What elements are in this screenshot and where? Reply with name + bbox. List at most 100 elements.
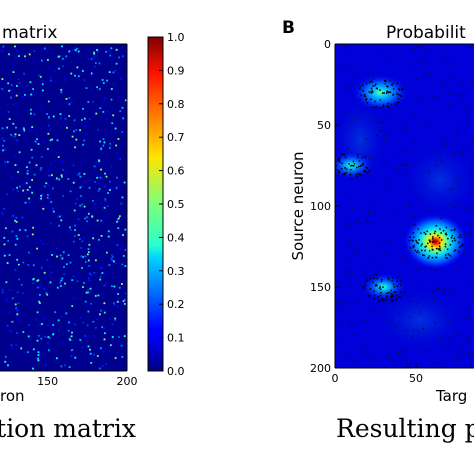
matrix-point — [68, 115, 71, 117]
matrix-point — [123, 335, 126, 337]
matrix-point — [69, 229, 72, 231]
connection-dot — [367, 294, 370, 296]
matrix-point — [73, 130, 75, 133]
matrix-point — [57, 156, 60, 158]
matrix-point — [12, 103, 15, 106]
matrix-point — [100, 247, 103, 250]
matrix-point — [47, 148, 49, 150]
connection-dot — [426, 63, 428, 65]
connection-dot — [369, 277, 372, 280]
matrix-point — [32, 282, 35, 284]
connection-dot — [396, 101, 399, 104]
matrix-point — [31, 191, 33, 194]
connection-dot — [372, 302, 374, 305]
matrix-point — [24, 55, 26, 58]
connection-dot — [335, 164, 337, 167]
matrix-point — [39, 105, 42, 108]
x-tick-label: 50 — [409, 372, 423, 385]
connection-dot — [412, 232, 414, 234]
matrix-point — [118, 336, 120, 338]
connection-dot — [412, 240, 414, 242]
matrix-point — [26, 172, 29, 175]
connection-dot — [454, 345, 456, 347]
matrix-point — [68, 321, 70, 324]
matrix-point — [102, 138, 105, 140]
matrix-point — [51, 254, 53, 256]
connection-dot — [396, 82, 399, 85]
matrix-point — [39, 168, 42, 171]
matrix-point — [120, 77, 122, 80]
matrix-point — [115, 144, 118, 147]
connection-dot — [468, 352, 470, 354]
connection-dot — [421, 243, 423, 245]
connection-dot — [340, 306, 342, 308]
matrix-point — [52, 324, 55, 326]
connection-dot — [449, 292, 452, 294]
connection-dot — [371, 358, 373, 360]
matrix-point — [35, 318, 37, 321]
matrix-point — [70, 354, 73, 357]
connection-dot — [399, 283, 402, 286]
matrix-point — [33, 60, 36, 63]
matrix-point — [15, 216, 18, 219]
matrix-point — [106, 205, 109, 207]
connection-dot — [388, 59, 391, 62]
connection-dot — [391, 280, 393, 282]
matrix-point — [102, 351, 105, 353]
matrix-point — [56, 357, 58, 360]
matrix-point — [18, 229, 21, 232]
matrix-point — [49, 281, 52, 284]
matrix-point — [1, 137, 4, 140]
matrix-point — [33, 113, 36, 116]
connection-dot — [452, 151, 454, 153]
matrix-point — [3, 254, 6, 257]
matrix-point — [2, 149, 4, 152]
connection-dot — [347, 66, 350, 68]
connection-dot — [448, 254, 450, 256]
y-tick-label: 50 — [317, 119, 331, 132]
connection-matrix-points — [1, 45, 127, 370]
connection-dot — [359, 86, 361, 88]
connection-dot — [420, 244, 422, 247]
matrix-point — [111, 259, 113, 262]
matrix-point — [12, 122, 15, 125]
connection-dot — [348, 283, 351, 285]
matrix-point — [49, 163, 52, 165]
matrix-point — [83, 205, 86, 208]
matrix-point — [77, 271, 79, 274]
connection-dot — [375, 284, 377, 286]
matrix-point — [39, 302, 41, 304]
connection-dot — [369, 204, 371, 206]
matrix-point — [54, 311, 57, 314]
connection-dot — [374, 84, 376, 87]
matrix-point — [10, 330, 13, 333]
matrix-point — [119, 110, 122, 113]
matrix-point — [81, 119, 83, 121]
connection-dot — [388, 278, 390, 281]
matrix-point — [116, 220, 118, 223]
panel-b-letter: B — [282, 18, 295, 38]
matrix-point — [32, 348, 35, 351]
matrix-point — [49, 337, 51, 339]
matrix-point — [8, 312, 11, 314]
connection-dot — [398, 312, 401, 314]
matrix-point — [79, 129, 81, 132]
matrix-point — [87, 248, 90, 250]
connection-dot — [469, 363, 471, 365]
matrix-point — [123, 303, 126, 305]
connection-dot — [417, 96, 420, 99]
matrix-point — [83, 173, 86, 175]
matrix-point — [114, 69, 117, 72]
connection-dot — [390, 296, 392, 298]
connection-dot — [424, 233, 427, 235]
connection-dot — [345, 273, 348, 275]
connection-dot — [449, 188, 451, 191]
matrix-point — [100, 267, 103, 269]
connection-dot — [380, 267, 382, 269]
matrix-point — [26, 235, 29, 238]
connection-dot — [455, 58, 457, 61]
connection-dot — [451, 240, 454, 242]
connection-dot — [350, 243, 352, 246]
connection-dot — [412, 70, 414, 73]
matrix-point — [1, 48, 3, 51]
